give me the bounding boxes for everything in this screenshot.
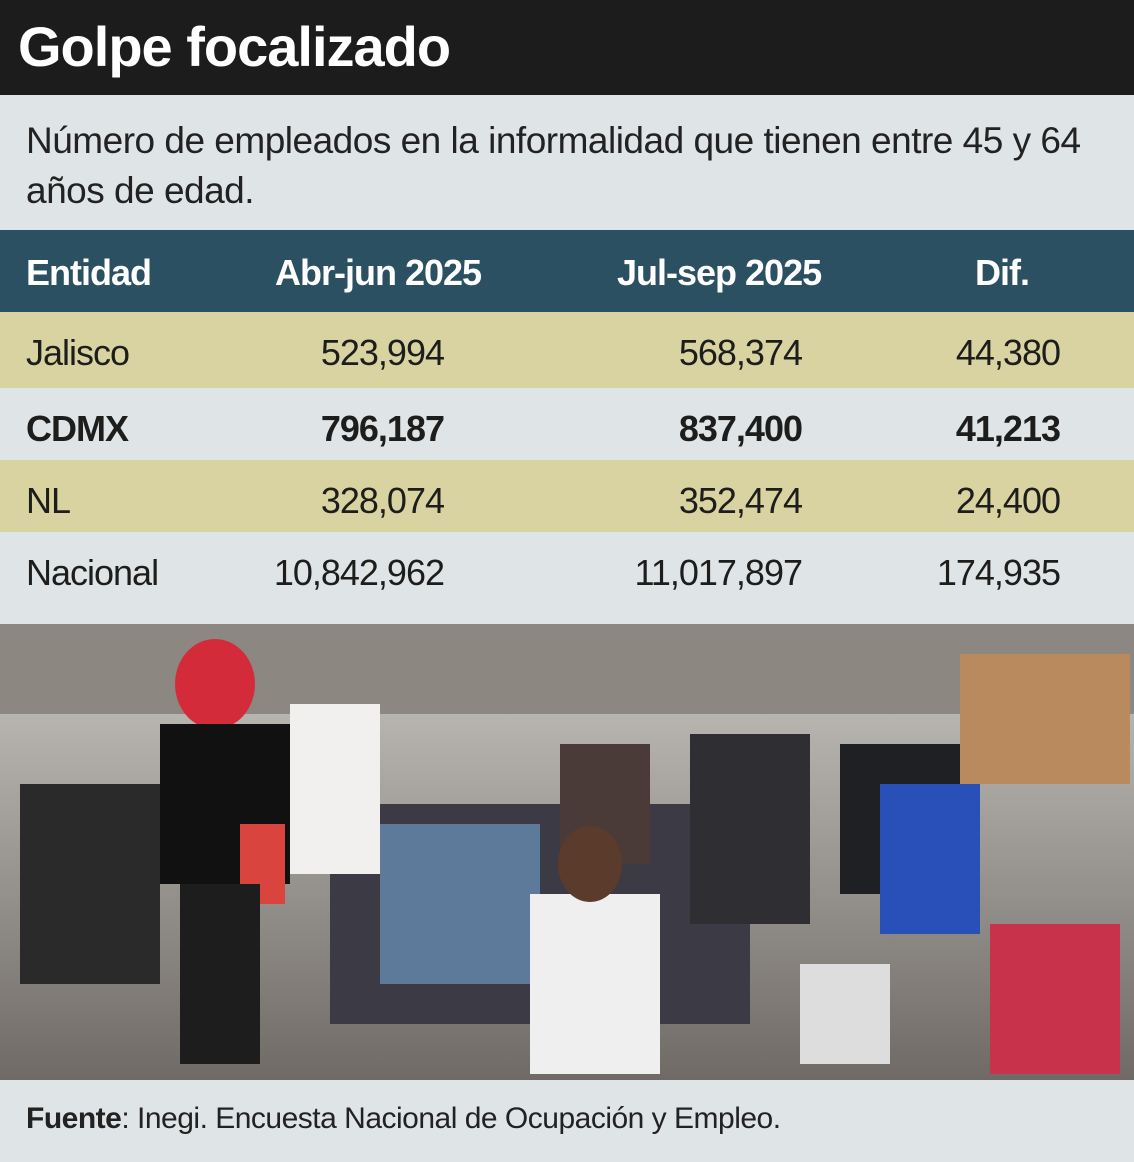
column-header: Jul-sep 2025 [617,252,822,293]
table-row: Jalisco 523,994 568,374 44,380 [0,312,1134,390]
title-bar: Golpe focalizado [0,0,1134,95]
number-cell: 568,374 [678,332,803,373]
column-header: Abr-jun 2025 [275,252,482,293]
source-label: Fuente [26,1102,122,1135]
number-cell: 24,400 [955,480,1061,521]
table-header: Entidad Abr-jun 2025 Jul-sep 2025 Dif. [0,230,1134,312]
number-cell: 796,187 [320,408,445,449]
photo [0,624,1134,1080]
entity-cell: NL [26,480,71,521]
number-cell: 523,994 [320,332,445,373]
number-cell: 44,380 [955,332,1061,373]
source-note: Fuente: Inegi. Encuesta Nacional de Ocup… [26,1102,781,1136]
entity-cell: Jalisco [26,332,130,373]
entity-cell: Nacional [26,552,159,593]
entity-cell: CDMX [26,408,129,449]
number-cell: 352,474 [678,480,803,521]
number-cell: 41,213 [955,408,1061,449]
table-row: NL 328,074 352,474 24,400 [0,460,1134,534]
number-cell: 11,017,897 [634,552,803,593]
number-cell: 837,400 [678,408,803,449]
table-row: Nacional 10,842,962 11,017,897 174,935 [0,532,1134,610]
number-cell: 10,842,962 [273,552,445,593]
table-row: CDMX 796,187 837,400 41,213 [0,388,1134,460]
number-cell: 328,074 [320,480,445,521]
number-cell: 174,935 [936,552,1061,593]
column-header: Dif. [975,252,1030,293]
subtitle: Número de empleados en la informalidad q… [26,120,1081,211]
column-header: Entidad [26,252,152,293]
source-text: : Inegi. Encuesta Nacional de Ocupación … [121,1102,781,1135]
title: Golpe focalizado [18,15,451,78]
